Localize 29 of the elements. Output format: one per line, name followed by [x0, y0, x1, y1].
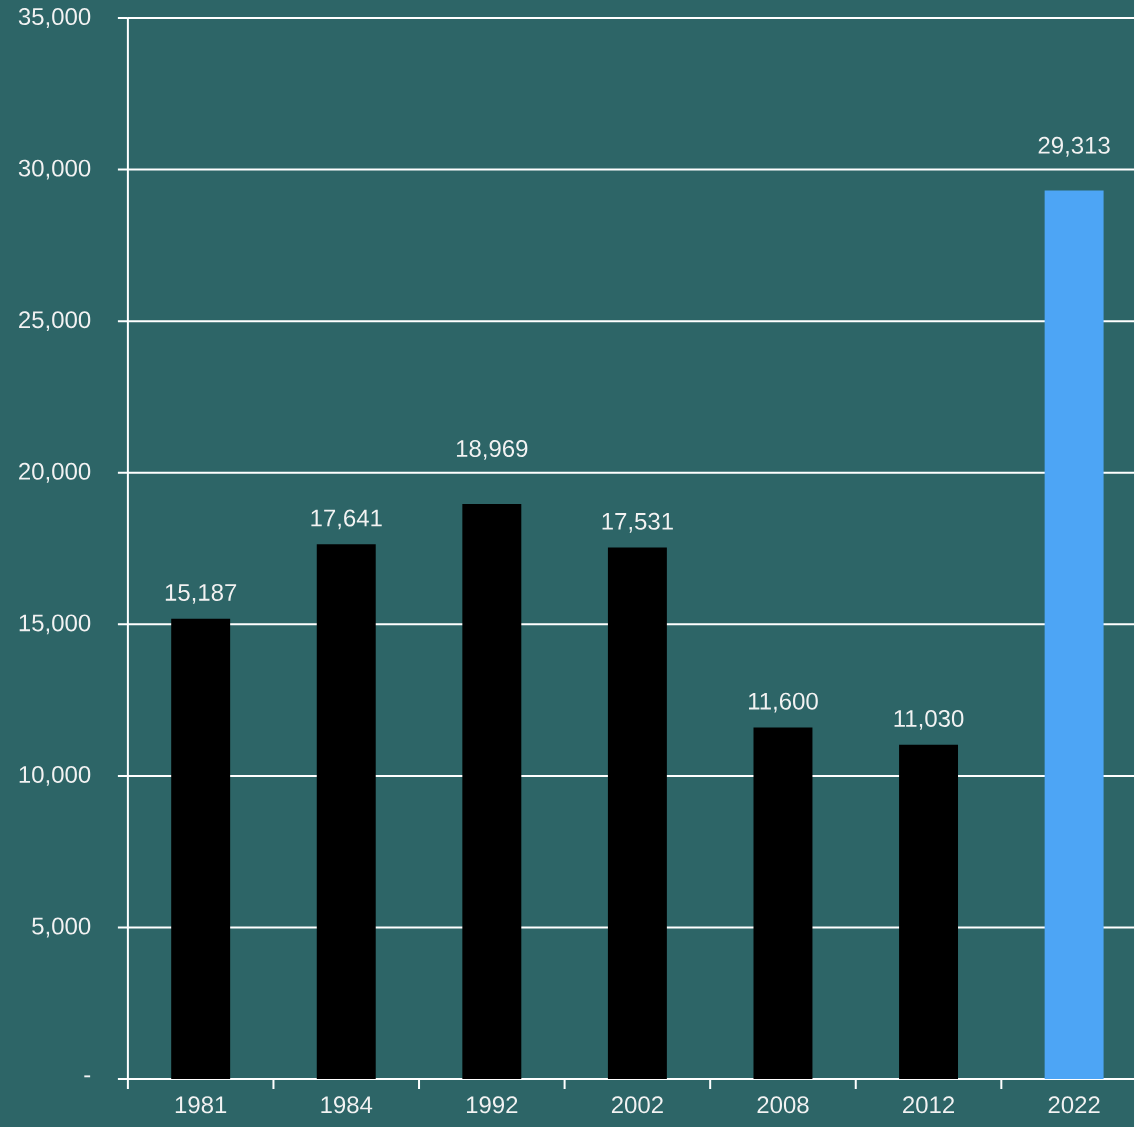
data-label: 29,313 [1038, 136, 1110, 157]
bar [1044, 190, 1104, 1080]
y-tick-label: 15,000 [19, 614, 91, 635]
y-tick-label: 35,000 [18, 8, 91, 28]
y-tick-label: 25,000 [19, 311, 91, 332]
bar [171, 618, 231, 1080]
bar [753, 727, 813, 1080]
x-tick-label: 1981 [175, 1096, 227, 1114]
x-tick-label: 1984 [321, 1096, 373, 1114]
data-label: 15,187 [165, 583, 237, 604]
data-label: 17,641 [311, 509, 382, 530]
x-tick-label: 2002 [611, 1096, 663, 1114]
bar [899, 744, 959, 1080]
y-tick-label: 10,000 [19, 765, 91, 786]
x-tick-label: 1992 [466, 1096, 518, 1114]
bar [316, 544, 376, 1080]
x-tick-label: 2012 [903, 1096, 955, 1114]
bar [462, 503, 522, 1080]
x-tick-label: 2008 [757, 1096, 809, 1114]
y-tick-label: 20,000 [19, 462, 91, 483]
data-label: 18,969 [456, 439, 528, 460]
y-tick-label: 5,000 [32, 917, 91, 938]
bar [607, 547, 667, 1080]
data-label: 11,030 [894, 709, 964, 730]
data-label: 17,531 [602, 512, 673, 533]
data-label: 11,600 [749, 692, 818, 713]
x-tick-label: 2022 [1048, 1096, 1100, 1114]
y-tick-label: - [84, 1075, 91, 1078]
y-tick-label: 30,000 [18, 159, 91, 180]
